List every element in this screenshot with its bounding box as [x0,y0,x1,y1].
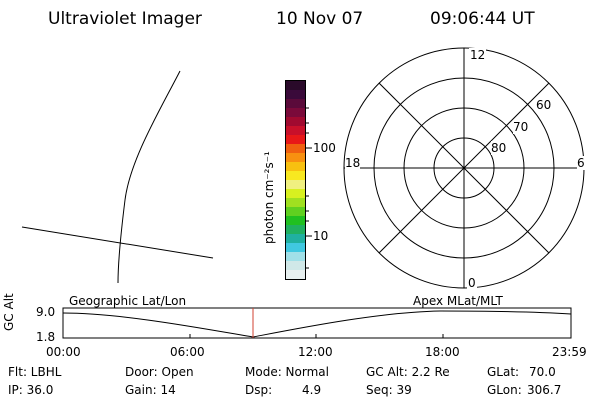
info-dsp-value: 4.9 [302,383,322,397]
polar-panel-label: Apex MLat/MLT [413,294,503,308]
info-ip: IP: 36.0 [8,383,54,397]
colorbar-segment [286,198,305,207]
info-glat-value: 70.0 [529,365,556,379]
colorbar-segment [286,117,305,126]
polar-ring-label-80: 80 [491,141,507,155]
colorbar-segment [286,108,305,117]
colorbar-unit-label: photon cm⁻²s⁻¹ [262,151,276,244]
info-glon-label: GLon: [487,383,522,397]
polar-label-top: 12 [469,48,487,62]
colorbar [285,80,306,280]
info-glat-label: GLat: [487,365,520,379]
colorbar-tick-100: 100 [313,141,336,155]
polar-label-bottom: 0 [467,276,477,290]
colorbar-segment [286,99,305,108]
info-gain: Gain: 14 [125,383,176,397]
colorbar-segment [286,180,305,189]
colorbar-segment [286,171,305,180]
polar-label-left: 18 [345,156,361,170]
altitude-xtick-3: 18:00 [425,345,460,359]
colorbar-segment [286,153,305,162]
colorbar-segment [286,261,305,270]
colorbar-segment [286,207,305,216]
colorbar-segment [286,135,305,144]
colorbar-segment [286,90,305,99]
colorbar-segment [286,270,305,279]
altitude-xtick-1: 06:00 [170,345,205,359]
colorbar-segment [286,225,305,234]
colorbar-segment [286,144,305,153]
altitude-curve [62,310,572,338]
geo-meridian-line [117,70,181,284]
geo-parallel-line [21,226,214,259]
info-flt: Flt: LBHL [8,365,62,379]
date-label: 10 Nov 07 [276,9,364,29]
info-glon-value: 306.7 [527,383,562,397]
info-mode: Mode: Normal [245,365,329,379]
geo-panel-label: Geographic Lat/Lon [69,294,187,308]
colorbar-segment [286,252,305,261]
info-seq: Seq: 39 [366,383,412,397]
info-door: Door: Open [125,365,194,379]
colorbar-segment [286,81,305,90]
altitude-ylabel: GC Alt [2,293,16,331]
polar-plot [343,47,585,289]
polar-label-right: 6 [577,156,585,170]
colorbar-segment [286,189,305,198]
polar-diagonal-2 [378,82,550,254]
altitude-ytop: 9.0 [36,305,56,319]
altitude-plot-frame [62,307,572,339]
polar-ring-label-60: 60 [536,98,552,112]
altitude-xtick-0: 00:00 [46,345,81,359]
altitude-xtick-4: 23:59 [552,345,587,359]
info-gc-alt: GC Alt: 2.2 Re [366,365,450,379]
polar-ring-label-70: 70 [513,120,529,134]
colorbar-segment [286,234,305,243]
altitude-xtick-2: 12:00 [298,345,333,359]
colorbar-ticks [306,107,312,269]
instrument-title: Ultraviolet Imager [48,9,202,29]
colorbar-tick-10: 10 [313,229,329,243]
info-dsp-label: Dsp: [245,383,273,397]
colorbar-segment [286,126,305,135]
altitude-ybottom: 1.8 [36,330,56,344]
colorbar-segment [286,162,305,171]
time-label: 09:06:44 UT [430,9,535,29]
colorbar-segment [286,243,305,252]
altitude-plot [62,307,572,339]
colorbar-segment [286,216,305,225]
